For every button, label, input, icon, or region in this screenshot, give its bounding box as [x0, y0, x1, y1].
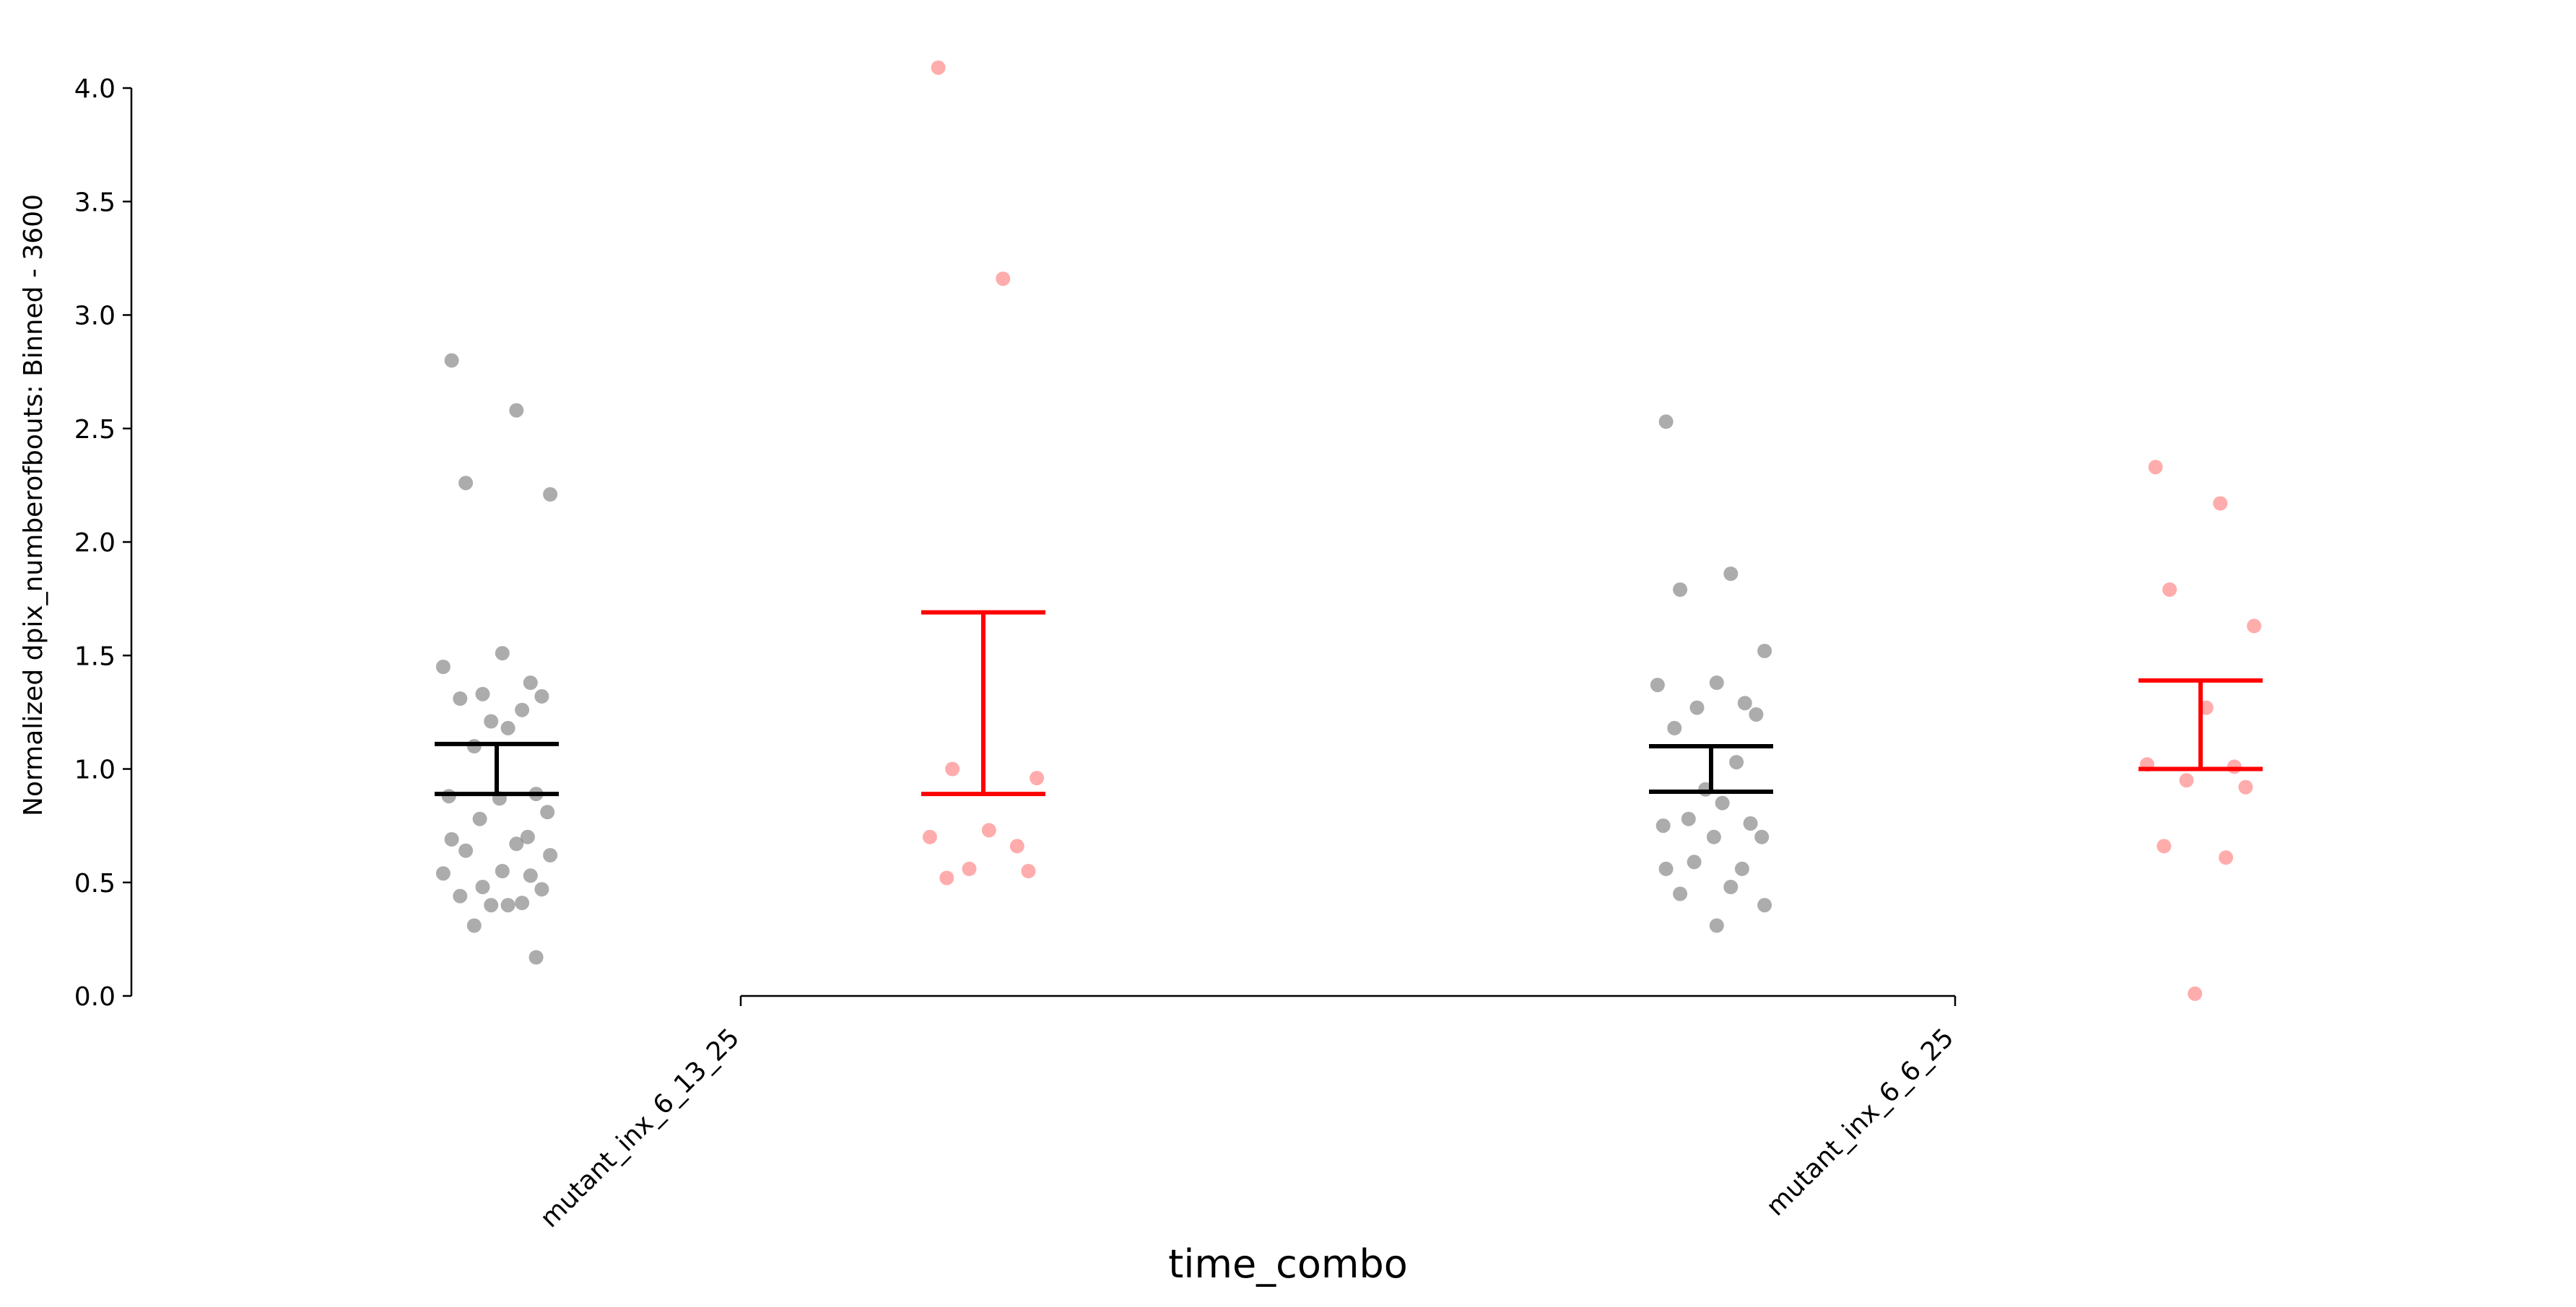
- data-point: [515, 702, 530, 717]
- data-point: [1681, 811, 1696, 826]
- data-point: [1689, 700, 1705, 715]
- data-point: [484, 898, 499, 913]
- x-tick-label: mutant_inx_6_13_25: [535, 1023, 746, 1233]
- y-tick-label: 0.5: [74, 869, 116, 899]
- data-point: [2157, 839, 2172, 854]
- data-point: [1743, 816, 1758, 831]
- data-point: [1673, 582, 1688, 597]
- data-point: [2188, 986, 2203, 1001]
- data-point: [962, 861, 977, 876]
- data-point: [520, 829, 535, 844]
- data-point: [931, 60, 946, 75]
- y-tick-label: 3.0: [74, 302, 116, 331]
- data-point: [1734, 861, 1749, 876]
- data-point: [509, 403, 524, 418]
- data-point: [534, 882, 549, 897]
- y-tick-label: 1.5: [74, 642, 116, 671]
- data-point: [1729, 755, 1744, 770]
- data-point: [472, 811, 487, 826]
- data-point: [1667, 720, 1682, 735]
- data-point: [1706, 829, 1721, 844]
- data-point: [2247, 618, 2262, 634]
- data-point: [515, 896, 530, 911]
- data-point: [523, 868, 538, 883]
- data-point: [444, 832, 459, 847]
- data-point: [981, 823, 996, 838]
- data-point: [1715, 795, 1730, 810]
- data-point: [939, 870, 954, 886]
- y-tick-label: 3.5: [74, 188, 116, 217]
- data-point: [475, 880, 490, 894]
- data-point: [1749, 707, 1764, 722]
- data-point: [1021, 864, 1036, 878]
- data-point: [540, 805, 555, 820]
- data-point: [534, 689, 549, 704]
- data-point: [509, 836, 524, 852]
- y-tick-label: 0.0: [74, 982, 116, 1012]
- data-point: [1009, 839, 1024, 854]
- data-point: [500, 720, 515, 735]
- data-point: [1030, 771, 1045, 786]
- data-point: [453, 691, 468, 706]
- data-point: [444, 353, 459, 368]
- data-point: [495, 864, 510, 878]
- data-point: [1723, 567, 1739, 581]
- data-point: [495, 646, 510, 661]
- data-point: [1757, 644, 1772, 658]
- y-axis-label: Normalized dpix_numberofbouts: Binned - …: [19, 194, 48, 816]
- data-point: [441, 789, 456, 804]
- data-point: [1658, 861, 1674, 876]
- data-point: [1709, 676, 1724, 690]
- data-point: [1673, 886, 1688, 901]
- x-axis: mutant_inx_6_13_25 mutant_inx_6_6_25: [535, 995, 1960, 1233]
- x-axis-ticks: mutant_inx_6_13_25 mutant_inx_6_6_25: [535, 996, 1960, 1233]
- data-point: [1709, 918, 1724, 933]
- data-point: [435, 660, 451, 674]
- data-point: [2213, 496, 2228, 511]
- data-point: [435, 866, 451, 881]
- data-point: [2162, 582, 2177, 597]
- y-tick-label: 2.5: [74, 415, 116, 445]
- x-axis-label: time_combo: [1168, 1241, 1408, 1287]
- data-points: [435, 60, 2262, 1001]
- data-point: [996, 271, 1011, 287]
- data-point: [2179, 773, 2194, 788]
- data-point: [500, 898, 515, 913]
- data-point: [466, 739, 482, 753]
- data-point: [2227, 759, 2242, 774]
- error-bars: [435, 610, 2263, 797]
- data-point: [1754, 829, 1770, 844]
- x-tick-label: mutant_inx_6_6_25: [1761, 1023, 1960, 1222]
- data-point: [458, 843, 474, 858]
- y-tick-label: 1.0: [74, 756, 116, 785]
- data-point: [2238, 779, 2253, 795]
- data-point: [922, 829, 937, 844]
- data-point: [475, 686, 490, 701]
- y-tick-label: 4.0: [74, 74, 116, 104]
- data-point: [528, 950, 544, 965]
- data-point: [453, 888, 468, 904]
- data-point: [523, 676, 538, 690]
- data-point: [484, 714, 499, 729]
- data-point: [1687, 854, 1702, 870]
- data-point: [1658, 414, 1674, 429]
- data-point: [466, 918, 482, 933]
- data-point: [2219, 850, 2234, 865]
- data-point: [1655, 818, 1671, 834]
- data-point: [543, 487, 558, 502]
- data-point: [1757, 898, 1772, 913]
- data-point: [2148, 460, 2163, 475]
- y-tick-label: 2.0: [74, 528, 116, 558]
- data-point: [1650, 678, 1665, 693]
- y-axis-ticks: 0.0 0.5 1.0 1.5 2.0 2.5 3.0 3.5 4.0: [74, 74, 131, 1012]
- data-point: [945, 761, 960, 777]
- data-point: [458, 476, 474, 491]
- data-point: [1723, 880, 1739, 894]
- data-point: [543, 848, 558, 862]
- y-axis: 0.0 0.5 1.0 1.5 2.0 2.5 3.0 3.5 4.0: [74, 74, 133, 1012]
- data-point: [1737, 696, 1752, 711]
